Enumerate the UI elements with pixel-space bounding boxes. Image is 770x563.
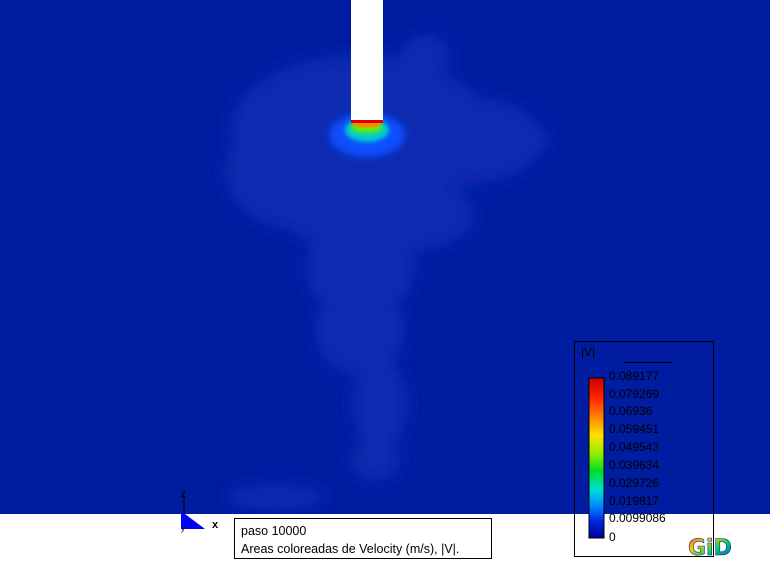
legend-tick: 0.039634	[609, 458, 660, 472]
legend-divider	[623, 362, 673, 363]
legend-tick: 0.059451	[609, 422, 660, 436]
legend-tick: 0.089177	[609, 369, 660, 383]
legend-tick: 0.06936	[609, 404, 653, 418]
legend-tick: 0.0099086	[609, 511, 666, 525]
legend-gradient	[588, 377, 605, 539]
axis-label-z: z	[181, 489, 186, 500]
status-result: Areas coloreadas de Velocity (m/s), |V|.	[241, 542, 460, 556]
gid-logo-icon: GiD	[688, 536, 732, 562]
legend-tick: 0.019817	[609, 494, 660, 508]
axis-label-x: x	[212, 519, 219, 531]
status-step: paso 10000	[241, 524, 307, 538]
inlet-obstacle	[351, 0, 383, 120]
legend-tick: 0.079269	[609, 387, 660, 401]
legend-tick: 0	[609, 530, 616, 544]
axis-label-y: y	[181, 524, 185, 533]
legend-tick: 0.049543	[609, 440, 660, 454]
svg-text:GiD: GiD	[688, 536, 732, 561]
status-panel: paso 10000 Areas coloreadas de Velocity …	[234, 518, 492, 559]
velocity-hotspot	[329, 113, 405, 157]
legend-title: |V|	[581, 345, 596, 359]
legend-tick: 0.029726	[609, 476, 660, 490]
axis-triad-icon	[181, 496, 205, 529]
legend: |V| 0.089177 0.079269 0.06936 0.059451 0…	[574, 341, 714, 557]
